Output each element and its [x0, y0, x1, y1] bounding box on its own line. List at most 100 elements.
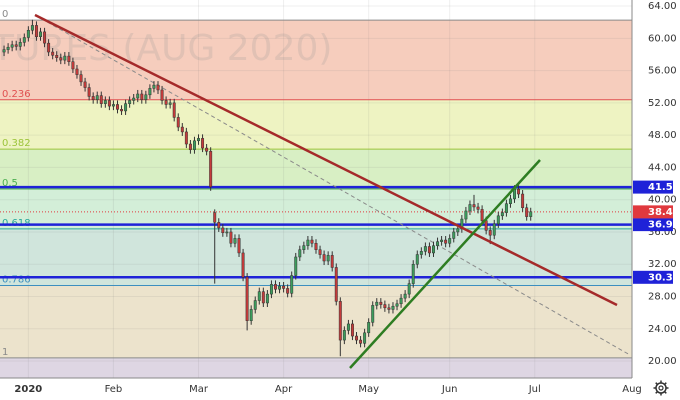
candle-body	[423, 246, 427, 252]
candle-body	[468, 204, 472, 212]
x-tick-label: Apr	[275, 384, 293, 395]
x-tick-label: 2020	[14, 384, 42, 395]
y-tick-label: 24.00	[648, 324, 677, 335]
candle-body	[322, 254, 326, 262]
candle-body	[132, 97, 136, 101]
down-trend-line	[34, 13, 618, 307]
candle-body	[241, 252, 245, 278]
candle-body	[188, 143, 192, 150]
candle-body	[338, 301, 342, 341]
candle-body	[209, 151, 213, 188]
fib-band	[0, 99, 632, 150]
candle-body	[197, 138, 200, 142]
candle-body	[415, 254, 419, 265]
candle-body	[484, 220, 488, 231]
x-tick-label: Jun	[441, 384, 458, 395]
candle-body	[63, 55, 67, 61]
settings-icon[interactable]	[653, 380, 669, 396]
candle-body	[269, 284, 273, 295]
candle-body	[504, 203, 508, 213]
candle-body	[10, 44, 14, 48]
fib-bands	[0, 20, 632, 378]
candle-body	[6, 46, 10, 50]
candle-body	[363, 332, 367, 344]
candle-body	[253, 300, 257, 310]
y-tick-label: 32.00	[648, 259, 677, 270]
price-axis	[632, 0, 680, 400]
candle-body	[282, 285, 286, 289]
last-price-label: 38.49	[648, 207, 680, 218]
fib-label: 0.236	[2, 89, 31, 100]
candle-body	[444, 239, 448, 244]
candle-body	[314, 243, 318, 250]
candle-body	[172, 102, 176, 118]
candle-body	[290, 275, 294, 294]
candle-body	[87, 87, 91, 97]
candle-body	[472, 204, 476, 208]
candle-body	[140, 93, 144, 100]
candle-body	[436, 241, 440, 246]
candle-body	[432, 245, 435, 254]
watermark: TURES (AUG 2020)	[0, 28, 332, 69]
candle-body	[379, 301, 383, 305]
candle-body	[120, 109, 124, 112]
candle-body	[47, 42, 51, 53]
candle-body	[180, 126, 184, 133]
candle-body	[152, 84, 156, 89]
candle-body	[355, 335, 358, 341]
candle-body	[306, 239, 310, 246]
candle-body	[265, 293, 269, 304]
candle-body	[221, 227, 225, 234]
candle-body	[492, 223, 496, 236]
candle-body	[99, 95, 103, 104]
candle-body	[464, 210, 468, 220]
levels	[0, 185, 632, 279]
candle-body	[225, 231, 229, 234]
candle-body	[34, 25, 38, 37]
candle-body	[176, 117, 180, 128]
x-tick-label: Jul	[528, 384, 541, 395]
candle-body	[456, 228, 460, 233]
candle-body	[144, 94, 148, 100]
candle-body	[111, 104, 115, 107]
candle-body	[128, 100, 132, 104]
candle-body	[229, 231, 233, 244]
candle-body	[83, 81, 87, 88]
candles	[2, 19, 533, 357]
fib-label: 1	[2, 347, 8, 358]
fib-label: 0.382	[2, 138, 31, 149]
candle-body	[249, 309, 253, 321]
x-tick-label: Feb	[105, 384, 123, 395]
up-trend-line	[349, 159, 541, 369]
candle-body	[237, 238, 241, 254]
candle-body	[383, 304, 387, 309]
candle-body	[156, 84, 160, 91]
candle-body	[403, 293, 407, 299]
candle-body	[302, 245, 306, 250]
y-tick-label: 64.00	[648, 1, 677, 12]
candle-body	[205, 147, 209, 152]
candle-body	[517, 188, 521, 195]
candle-body	[79, 74, 83, 83]
fib-band	[0, 188, 632, 229]
level-label: 30.38	[648, 272, 680, 283]
candle-body	[26, 30, 30, 38]
candle-body	[326, 255, 330, 262]
candle-body	[71, 61, 75, 70]
candle-body	[521, 193, 525, 209]
y-tick-label: 44.00	[648, 162, 677, 173]
candle-body	[500, 212, 504, 217]
candle-body	[14, 44, 18, 47]
candle-body	[257, 291, 261, 301]
candle-body	[375, 301, 379, 306]
y-tick-label: 20.00	[648, 356, 677, 367]
time-axis	[0, 378, 632, 400]
level-box	[633, 180, 673, 194]
candle-body	[30, 25, 34, 31]
fib-band	[0, 285, 632, 358]
fib-label: 0.786	[2, 275, 31, 286]
level-label: 41.56	[648, 182, 680, 193]
fib-label: 0.5	[2, 178, 18, 189]
candle-body	[310, 239, 314, 244]
